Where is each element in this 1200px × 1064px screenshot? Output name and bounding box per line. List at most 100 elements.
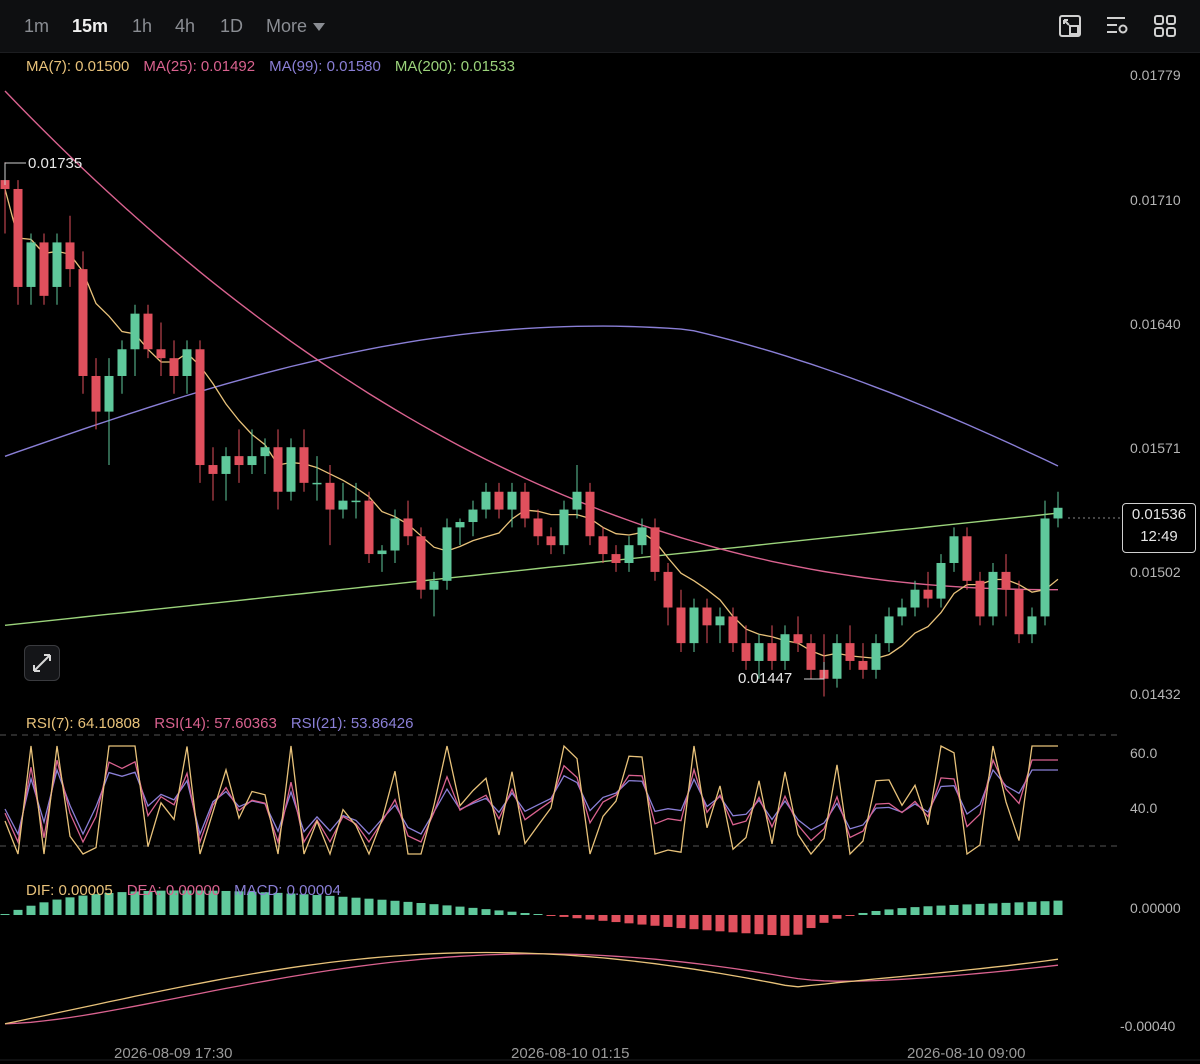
candle-body [117,349,127,376]
rsi-axis-label: 60.0 [1130,745,1158,761]
timeframe-1D[interactable]: 1D [220,16,244,36]
ma7-line [4,188,1059,660]
candle-body [858,660,868,670]
macd-histogram-bar [234,891,244,915]
macd-histogram-bar [351,897,361,915]
candle-body [741,643,751,661]
macd-histogram-bar [390,900,400,915]
timeframe-1h[interactable]: 1h [132,16,153,36]
macd-histogram-bar [338,896,348,915]
candle-body [507,491,517,510]
candle-body [169,358,179,376]
dea-line [4,953,1059,1025]
macd-histogram-bar [182,890,192,915]
macd-histogram-bar [260,892,270,915]
candle-body [884,616,894,644]
candle-body [130,313,140,350]
macd-histogram-bar [325,895,335,915]
rsi7-line [4,744,1058,857]
macd-histogram-bar [520,913,530,915]
candle-body [442,527,452,581]
candle-body [52,242,62,287]
indicator-settings-icon[interactable] [1105,14,1129,38]
rsi-legend: RSI(7): 64.10808 RSI(14): 57.60363 RSI(21)… [26,715,427,732]
macd-histogram-bar [533,914,543,915]
macd-histogram-bar [195,890,205,915]
candle-body [1014,589,1024,635]
macd-histogram-bar [1053,900,1063,915]
time-axis-label: 2026-08-10 09:00 [907,1045,1026,1062]
macd-histogram-bar [845,915,855,916]
macd-histogram-bar [884,909,894,915]
candle-body [1001,571,1011,590]
macd-axis-label: -0.00040 [1120,1018,1176,1034]
ma99-value: MA(99): 0.01580 [269,58,381,75]
layout-grid-icon[interactable] [1153,14,1177,38]
price-axis-label: 0.01432 [1130,686,1181,702]
timeframe-toolbar: 1m 15m 1h 4h 1D More [0,0,1200,53]
macd-histogram-bar [65,897,75,915]
macd-histogram-bar [286,893,296,915]
time-axis-label: 2026-08-09 17:30 [114,1045,233,1062]
macd-histogram-bar [936,905,946,915]
ma200-value: MA(200): 0.01533 [394,58,515,75]
ma7-value: MA(7): 0.01500 [26,58,130,75]
ma25-value: MA(25): 0.01492 [143,58,256,75]
macd-histogram-bar [832,915,842,919]
macd-histogram-bar [624,915,634,924]
macd-histogram-bar [208,890,218,915]
candle-body [689,607,699,644]
candle-body [676,607,686,644]
candle-body [468,509,478,523]
candle-body [559,509,569,546]
price-axis-label: 0.01571 [1130,440,1181,456]
macd-histogram-bar [273,892,283,915]
caret-down-icon [313,23,326,32]
macd-histogram-bar [819,915,829,923]
candle-body [897,607,907,617]
macd-histogram-bar [975,903,985,915]
candle-body [533,518,543,537]
timeframe-1m[interactable]: 1m [24,16,50,36]
candle-body [936,562,946,599]
candle-body [793,634,803,644]
dif-value: DIF: 0.00005 [26,882,113,899]
macd-histogram-bar [1001,902,1011,915]
ma99-line [4,325,1059,467]
high-marker-line [4,162,26,185]
rsi21-value: RSI(21): 53.86426 [290,715,414,732]
macd-histogram-bar [299,894,309,915]
candle-body [572,491,582,510]
candle-body [806,643,816,670]
chart-settings-icon[interactable] [1058,14,1082,38]
macd-histogram-bar [403,901,413,915]
candle-body [702,607,712,626]
candle-body [182,349,192,376]
macd-histogram-bar [949,904,959,915]
dea-value: DEA: 0.00000 [126,882,221,899]
macd-histogram-bar [741,915,751,934]
candle-body [637,527,647,546]
macd-histogram-bar [39,902,49,915]
candle-body [416,536,426,590]
macd-histogram-bar [429,904,439,915]
rsi-axis-label: 40.0 [1130,800,1158,816]
current-price-tag: 0.01536 12:49 [1122,503,1196,553]
candle-body [650,527,660,572]
expand-chart-button[interactable] [24,645,60,681]
candle-body [949,536,959,563]
macd-histogram-bar [871,910,881,915]
timeframe-15m[interactable]: 15m [72,16,109,36]
candle-body [767,643,777,661]
more-timeframes-button[interactable]: More [266,16,326,37]
macd-histogram-bar [1040,901,1050,915]
price-axis-label: 0.01640 [1130,316,1181,332]
macd-histogram-bar [611,915,621,923]
time-axis-label: 2026-08-10 01:15 [511,1045,630,1062]
high-price-label: 0.01735 [28,155,83,172]
timeframe-4h[interactable]: 4h [175,16,196,36]
candle-body [273,447,283,492]
macd-histogram-bar [468,907,478,915]
macd-histogram-bar [546,915,556,916]
